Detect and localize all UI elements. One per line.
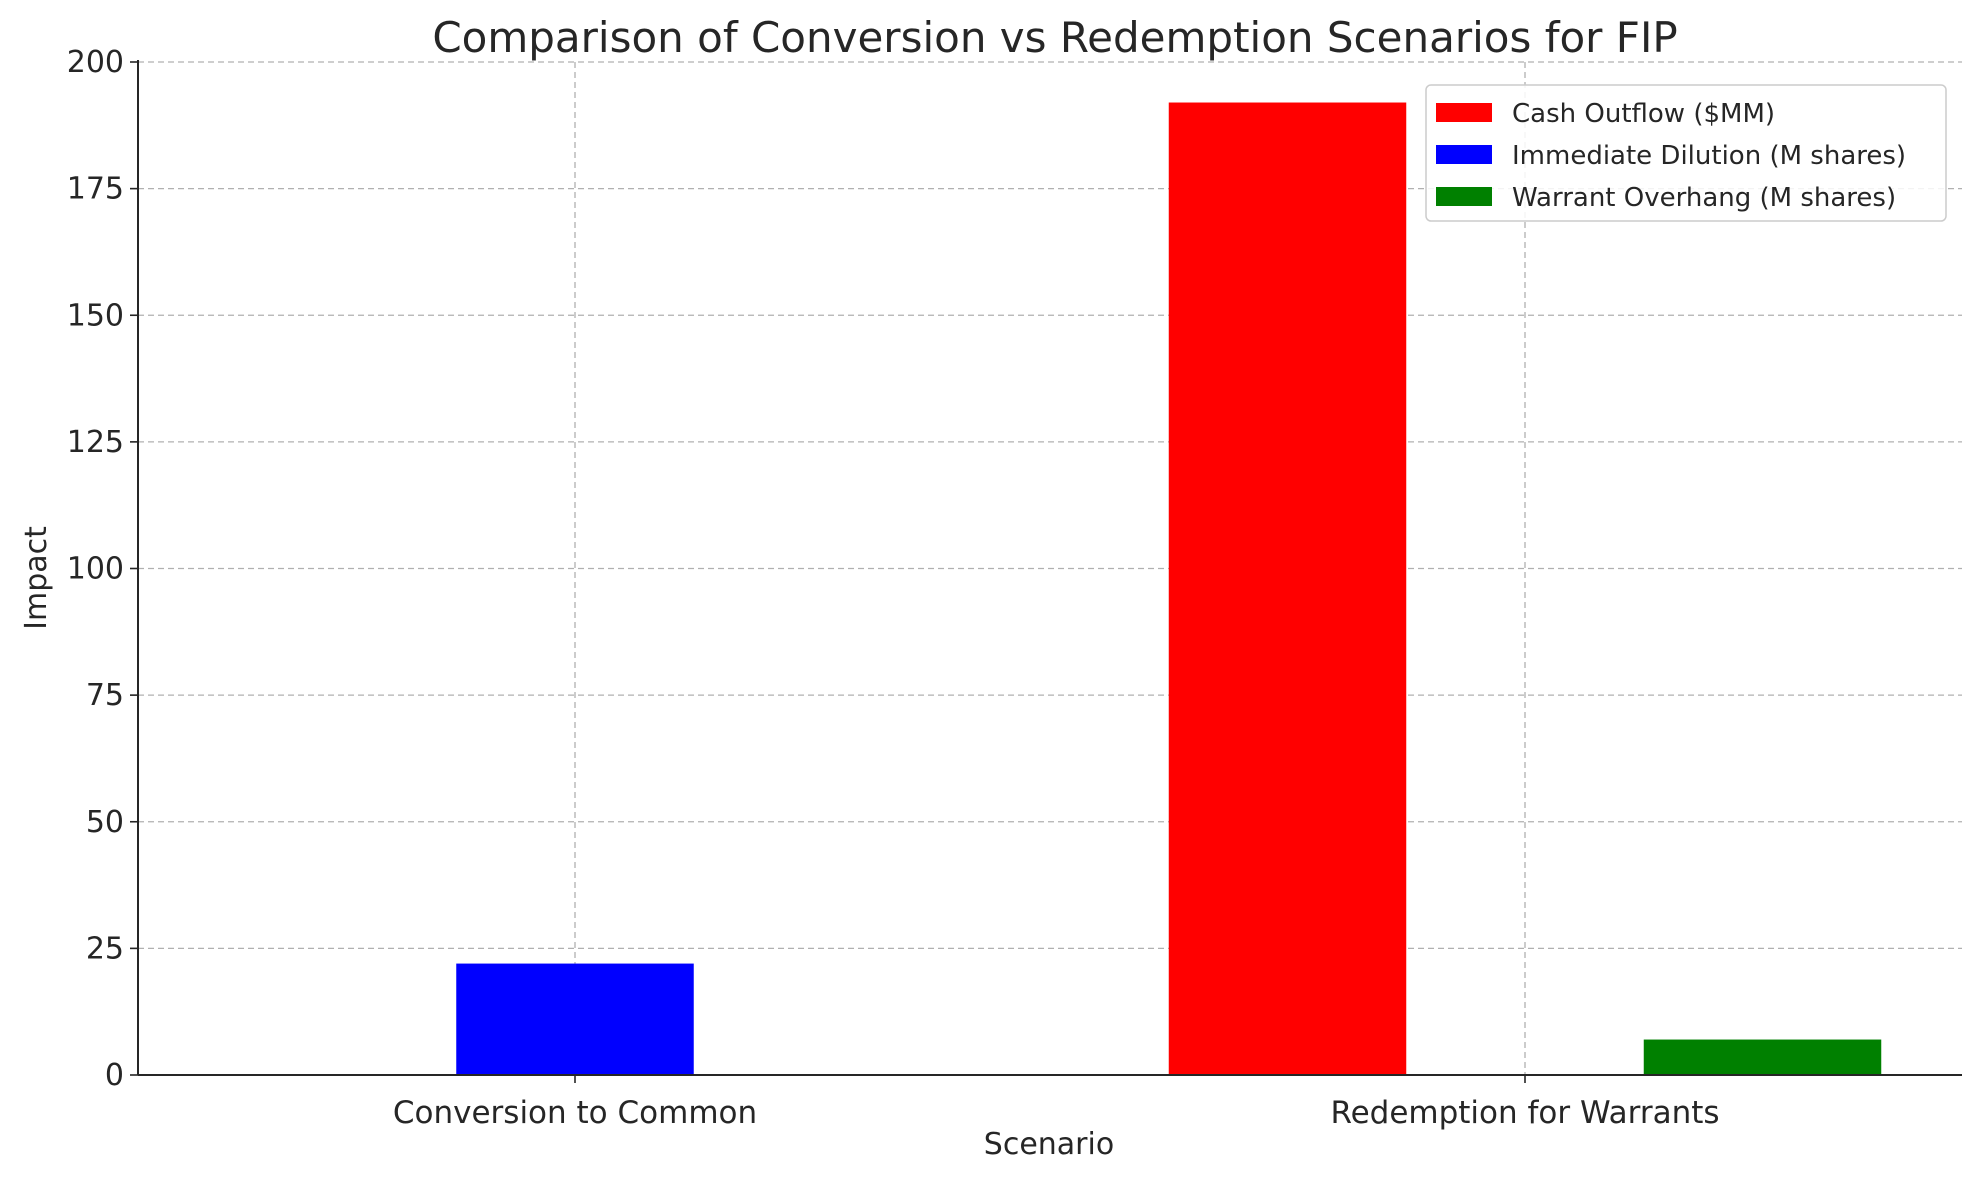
x-axis-label: Scenario [984,1127,1114,1162]
x-tick-label: Conversion to Common [393,1095,757,1131]
legend: Cash Outflow ($MM) Immediate Dilution (M … [1425,84,1947,222]
y-tick-label: 0 [105,1058,124,1093]
chart-title: Comparison of Conversion vs Redemption S… [432,13,1677,62]
bar-cash-outflow-mm-1 [1168,102,1407,1075]
legend-label: Warrant Overhang (M shares) [1512,183,1896,213]
y-tick-label: 125 [67,425,124,460]
y-tick-label: 100 [67,552,124,587]
legend-swatch [1436,103,1492,122]
legend-frame [1425,84,1947,222]
y-tick-label: 25 [86,931,124,966]
bar-immediate-dilution-m-shares-0 [456,963,694,1075]
y-tick-label: 150 [67,298,124,333]
grid-layer [138,61,1962,1076]
y-axis-label: Impact [19,526,54,630]
y-tick-label: 200 [67,45,124,80]
legend-swatch [1436,187,1492,206]
bars-layer [456,102,1882,1075]
y-tick-label: 50 [86,805,124,840]
legend-label: Immediate Dilution (M shares) [1512,141,1906,171]
bar-warrant-overhang-m-shares-1 [1643,1039,1882,1075]
axes-layer [137,60,1962,1076]
y-tick-label: 75 [86,678,124,713]
x-tick-label: Redemption for Warrants [1330,1095,1719,1131]
legend-label: Cash Outflow ($MM) [1512,99,1775,129]
y-tick-label: 175 [67,172,124,207]
ticks-layer: 0 25 50 75 100 125 150 175 200 Conversion to Comm… [67,45,1720,1131]
legend-swatch [1436,145,1492,164]
